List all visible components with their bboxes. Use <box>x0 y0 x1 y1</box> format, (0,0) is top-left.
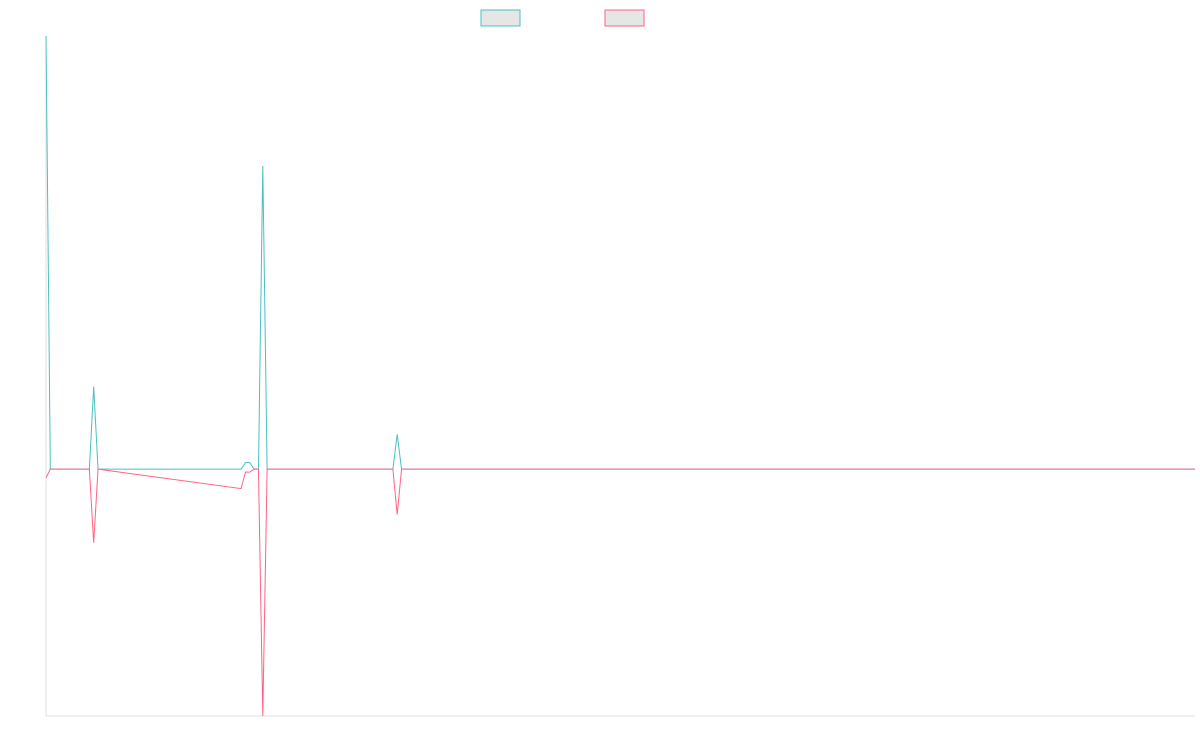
legend-swatch[interactable] <box>604 9 645 27</box>
line-series <box>45 468 1195 717</box>
line-series <box>45 35 1195 470</box>
legend-swatch[interactable] <box>480 9 521 27</box>
